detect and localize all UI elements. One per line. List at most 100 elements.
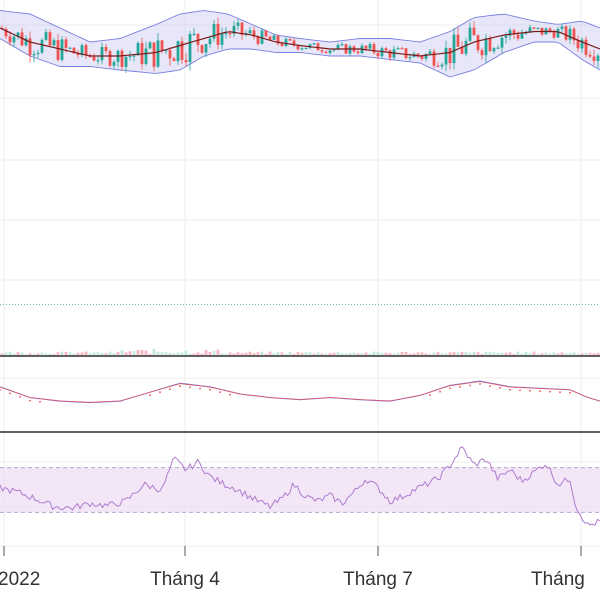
candle-body [256,36,260,44]
candle-body [264,30,268,37]
volume-bar [208,352,212,355]
indicator-dot [489,385,491,387]
candle-body [396,48,400,50]
candle-body [36,52,40,54]
bollinger-band-fill [0,10,600,77]
indicator-dot [229,393,231,396]
candle-body [336,45,340,50]
volume-bar [80,352,84,355]
volume-bar [496,352,500,355]
volume-bar [124,352,128,355]
volume-bar [564,353,568,355]
volume-bar [344,353,348,355]
volume-bar [176,352,180,355]
moving-average-line [0,27,600,57]
volume-bar [540,353,544,355]
indicator-dot [479,383,481,385]
candle-body [12,36,16,43]
volume-bar [524,352,528,355]
candle-body [324,51,328,54]
indicator-dot [459,386,461,388]
volume-bar [424,353,428,355]
volume-bar [144,350,148,355]
candle-body [132,55,136,57]
candle-body [584,39,588,55]
volume-bar [384,352,388,355]
volume-bar [352,352,356,355]
volume-bar [100,353,104,355]
candle-body [148,42,152,49]
candle-body [372,44,376,53]
indicator-dot [209,388,211,391]
candle-body [512,30,516,35]
x-tick-label-jul: Tháng 7 [343,569,413,590]
candle-body [240,22,244,35]
volume-bar [440,353,444,355]
candle-body [468,27,472,41]
candle-body [528,27,532,33]
x-tick-label-apr: Tháng 4 [150,569,220,590]
volume-bar [556,353,560,355]
candle-body [76,53,80,56]
indicator-dot [439,390,441,393]
volume-bar [108,351,112,355]
candle-body [300,48,304,50]
volume-bar [4,352,8,355]
candle-body [272,35,276,40]
volume-bar [192,353,196,355]
indicator-dot [549,390,551,393]
indicator-panel [0,380,600,404]
indicator-dot [199,387,201,390]
volume-bar [488,351,492,355]
volume-bar [560,352,564,355]
volume-bar [216,349,220,355]
volume-bar [8,351,12,355]
volume-bar [164,352,168,355]
volume-bar [160,352,164,355]
candle-body [592,56,596,61]
indicator-dot [539,390,541,393]
volume-bar [308,352,312,355]
candle-body [364,45,368,49]
candle-body [8,36,12,43]
indicator-dot [559,391,561,394]
volume-bar [380,353,384,355]
candle-body [292,40,296,46]
candle-body [524,32,528,34]
volume-bar [452,352,456,355]
volume-bar [404,352,408,355]
x-tick-label-oct: Tháng [531,569,585,590]
candle-body [432,51,436,66]
candle-body [556,29,560,38]
volume-bar [592,353,596,355]
candle-body [156,40,160,67]
rsi-band-fill [0,467,600,513]
candle-body [44,32,48,40]
candle-body [416,53,420,57]
indicator-dot [29,399,31,402]
volume-bar [84,351,88,355]
candle-body [72,47,76,54]
volume-bar [320,353,324,355]
volume-bar [136,350,140,355]
volume-bar [572,352,576,355]
candle-body [388,50,392,58]
candle-body [40,39,44,53]
volume-bar [304,352,308,355]
volume-bar [228,352,232,355]
volume-bar [20,352,24,355]
indicator-dot [569,391,571,394]
volume-bar [412,353,416,355]
volume-bar [0,353,4,355]
volume-bar [180,352,184,355]
volume-bar [256,352,260,355]
volume-bar [472,351,476,355]
candle-body [504,35,508,38]
volume-bar [340,353,344,355]
volume-bar [92,352,96,355]
price-panel [0,10,600,305]
candle-body [404,48,408,59]
candle-body [144,48,148,64]
rsi-line [0,446,600,526]
volume-bar [268,351,272,355]
